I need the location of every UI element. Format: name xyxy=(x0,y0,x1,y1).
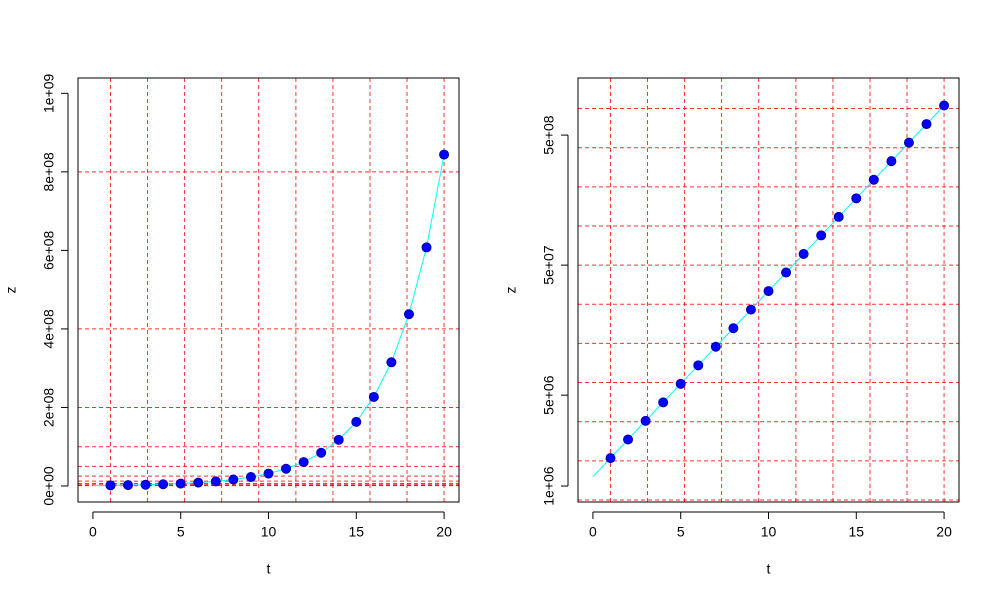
plot-frame xyxy=(577,77,960,503)
point xyxy=(439,149,450,160)
y-tick-label: 0e+00 xyxy=(41,466,57,506)
point xyxy=(745,304,756,315)
point xyxy=(623,434,634,445)
point xyxy=(658,397,669,408)
point xyxy=(158,479,169,490)
point xyxy=(816,230,827,241)
point xyxy=(368,391,379,402)
point xyxy=(298,457,309,468)
point xyxy=(921,119,932,130)
point xyxy=(175,478,186,489)
point xyxy=(333,434,344,445)
point xyxy=(763,286,774,297)
point xyxy=(833,211,844,222)
point xyxy=(939,100,950,111)
point xyxy=(263,468,274,479)
point xyxy=(798,248,809,259)
point xyxy=(605,453,616,464)
point xyxy=(316,447,327,458)
x-tick-label: 20 xyxy=(436,524,452,540)
x-axis-label: t xyxy=(767,561,771,577)
plot-frame xyxy=(77,77,460,503)
x-tick-label: 5 xyxy=(177,524,185,540)
curve xyxy=(92,154,445,487)
panel: 0 5 10 15 20 0e+00 2e+08 4e+08 6e+08 8e+08 1e+09 t z xyxy=(3,73,460,577)
point xyxy=(710,341,721,352)
point xyxy=(728,323,739,334)
point xyxy=(386,357,397,368)
point xyxy=(851,193,862,204)
plot-area xyxy=(78,78,459,502)
point xyxy=(421,242,432,253)
y-axis-label: z xyxy=(3,287,19,294)
y-tick-label: 1e+06 xyxy=(541,466,557,506)
x-tick-label: 0 xyxy=(89,524,97,540)
x-tick-label: 20 xyxy=(936,524,952,540)
x-tick-label: 10 xyxy=(761,524,777,540)
point xyxy=(868,174,879,185)
plot-area xyxy=(578,78,959,502)
y-axis-label: z xyxy=(503,287,519,294)
point xyxy=(228,474,239,485)
y-tick-label: 1e+09 xyxy=(41,73,57,113)
y-tick-label: 5e+06 xyxy=(541,375,557,415)
point xyxy=(693,360,704,371)
point xyxy=(123,480,134,491)
y-tick-label: 5e+08 xyxy=(541,115,557,155)
point xyxy=(640,415,651,426)
point xyxy=(403,309,414,320)
y-tick-label: 8e+08 xyxy=(41,152,57,192)
point xyxy=(675,378,686,389)
y-tick-label: 5e+07 xyxy=(541,245,557,285)
x-tick-label: 5 xyxy=(677,524,685,540)
point xyxy=(351,416,362,427)
y-tick-label: 4e+08 xyxy=(41,309,57,349)
point xyxy=(245,472,256,483)
point xyxy=(886,156,897,167)
point xyxy=(210,476,221,487)
point xyxy=(903,137,914,148)
x-axis-label: t xyxy=(267,561,271,577)
point xyxy=(281,463,292,474)
x-tick-label: 10 xyxy=(261,524,277,540)
point xyxy=(193,477,204,488)
point xyxy=(140,479,151,490)
x-tick-label: 0 xyxy=(589,524,597,540)
point xyxy=(781,267,792,278)
panel: 0 5 10 15 20 1e+06 5e+06 5e+07 5e+08 t z xyxy=(503,77,960,577)
x-tick-label: 15 xyxy=(348,524,364,540)
y-tick-label: 6e+08 xyxy=(41,231,57,271)
x-tick-label: 15 xyxy=(848,524,864,540)
y-tick-label: 2e+08 xyxy=(41,388,57,428)
point xyxy=(105,480,116,491)
